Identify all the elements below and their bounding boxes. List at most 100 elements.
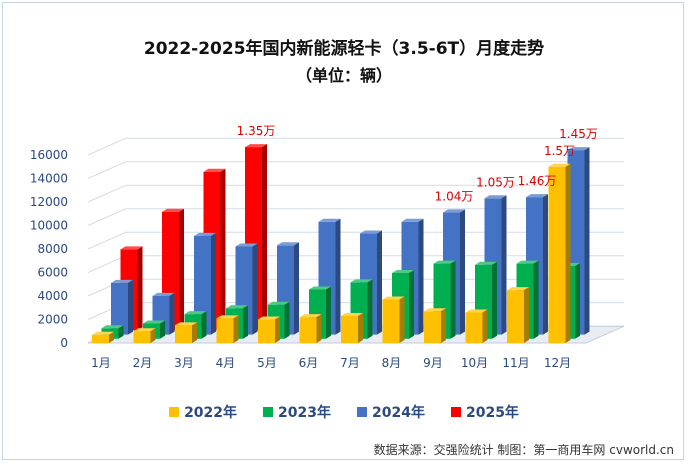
bar-top [318, 218, 341, 222]
gridline-side [87, 231, 127, 250]
data-label: 1.04万 [435, 189, 474, 203]
bar-side [179, 208, 184, 331]
bar-side [275, 316, 280, 343]
bar-side [335, 218, 341, 335]
x-tick-label: 1月 [91, 356, 111, 370]
bar-side [128, 279, 133, 335]
bar-side [220, 168, 226, 331]
bar [465, 309, 488, 343]
bar-side [358, 312, 363, 343]
bar-top [484, 195, 507, 199]
bar-top [433, 260, 456, 264]
bar-front [258, 319, 275, 343]
bar-top [235, 243, 258, 247]
bar-side [284, 301, 290, 339]
bar-top [309, 286, 331, 290]
bar [424, 308, 446, 343]
legend-swatch [169, 407, 180, 417]
bar-side [118, 325, 124, 339]
bar-top [175, 322, 197, 326]
bar-top [92, 331, 114, 335]
legend-item: 2023年 [263, 402, 331, 422]
bar-side [575, 262, 580, 339]
bar-side [460, 209, 465, 335]
bar-top [350, 279, 373, 283]
legend-label: 2025年 [465, 405, 519, 421]
x-tick-label: 8月 [382, 356, 402, 370]
bar-top [133, 328, 156, 332]
bar-top [101, 325, 124, 329]
legend: 2022年 2023年 2024年 2025年 [0, 402, 688, 422]
bar-side [584, 147, 590, 335]
bar-front [465, 312, 483, 343]
bar [507, 287, 529, 343]
bar [111, 279, 133, 335]
bar [548, 163, 571, 343]
bar [133, 328, 156, 343]
legend-item: 2024年 [357, 402, 425, 422]
bar-top [424, 308, 446, 312]
bar-top [203, 168, 226, 172]
bar-side [399, 296, 405, 343]
bar-top [143, 320, 165, 324]
source-note: 数据来源：交强险统计 制图：第一商用车网 cvworld.cn [373, 443, 674, 457]
gridline-side [87, 161, 127, 179]
bar-top [475, 261, 497, 265]
bar-side [211, 232, 216, 335]
bar-top [194, 232, 216, 236]
bar-top [226, 305, 248, 309]
bar-side [482, 309, 488, 343]
bar-side [418, 218, 424, 335]
y-tick-label: 10000 [30, 219, 68, 233]
gridline-side [87, 208, 127, 226]
bar [175, 322, 197, 343]
bar-top [184, 311, 207, 315]
bar-top [443, 209, 465, 213]
x-tick-label: 7月 [340, 356, 360, 370]
bar-front [424, 311, 441, 343]
bar-side [294, 242, 299, 335]
chart-title: 2022-2025年国内新能源轻卡（3.5-6T）月度走势 [143, 39, 545, 59]
bar-side [524, 287, 529, 343]
data-label: 1.45万 [559, 127, 598, 141]
data-label: 1.46万 [518, 174, 557, 188]
bar-side [109, 331, 114, 343]
legend-item: 2025年 [450, 402, 519, 422]
chart-frame [2, 2, 684, 460]
bar-front [382, 299, 400, 343]
axes: 0 2000 4000 6000 8000 10000 12000 14000 16000 1月 2… [30, 148, 571, 370]
y-tick-label: 12000 [30, 195, 68, 209]
bar-side [252, 243, 258, 335]
legend-label: 2023年 [278, 405, 331, 421]
legend-swatch [450, 407, 461, 417]
bar-front [216, 318, 234, 343]
bar-side [326, 286, 331, 339]
bar-side [377, 230, 382, 335]
x-tick-label: 11月 [502, 356, 529, 370]
y-tick-label: 6000 [37, 266, 68, 280]
bar-top [245, 144, 267, 148]
bar-side [565, 163, 571, 343]
bar-top [516, 260, 539, 264]
bar-front [133, 331, 151, 343]
legend-label: 2024年 [372, 405, 425, 421]
bar-front [194, 235, 211, 335]
bar-front [175, 325, 192, 343]
legend-swatch [263, 407, 274, 417]
bar-side [316, 314, 322, 343]
bar-top [258, 316, 280, 320]
bar-side [243, 305, 248, 339]
bar-side [169, 292, 175, 335]
bar [92, 331, 114, 343]
bar-front [548, 166, 566, 343]
bars [92, 144, 590, 343]
bar-top [382, 296, 405, 300]
bar-side [233, 315, 239, 343]
bar [194, 232, 216, 335]
bar-top [162, 208, 184, 212]
bar [216, 315, 239, 343]
bar-top [267, 301, 290, 305]
x-tick-label: 12月 [544, 356, 571, 370]
bar-top [216, 315, 239, 319]
